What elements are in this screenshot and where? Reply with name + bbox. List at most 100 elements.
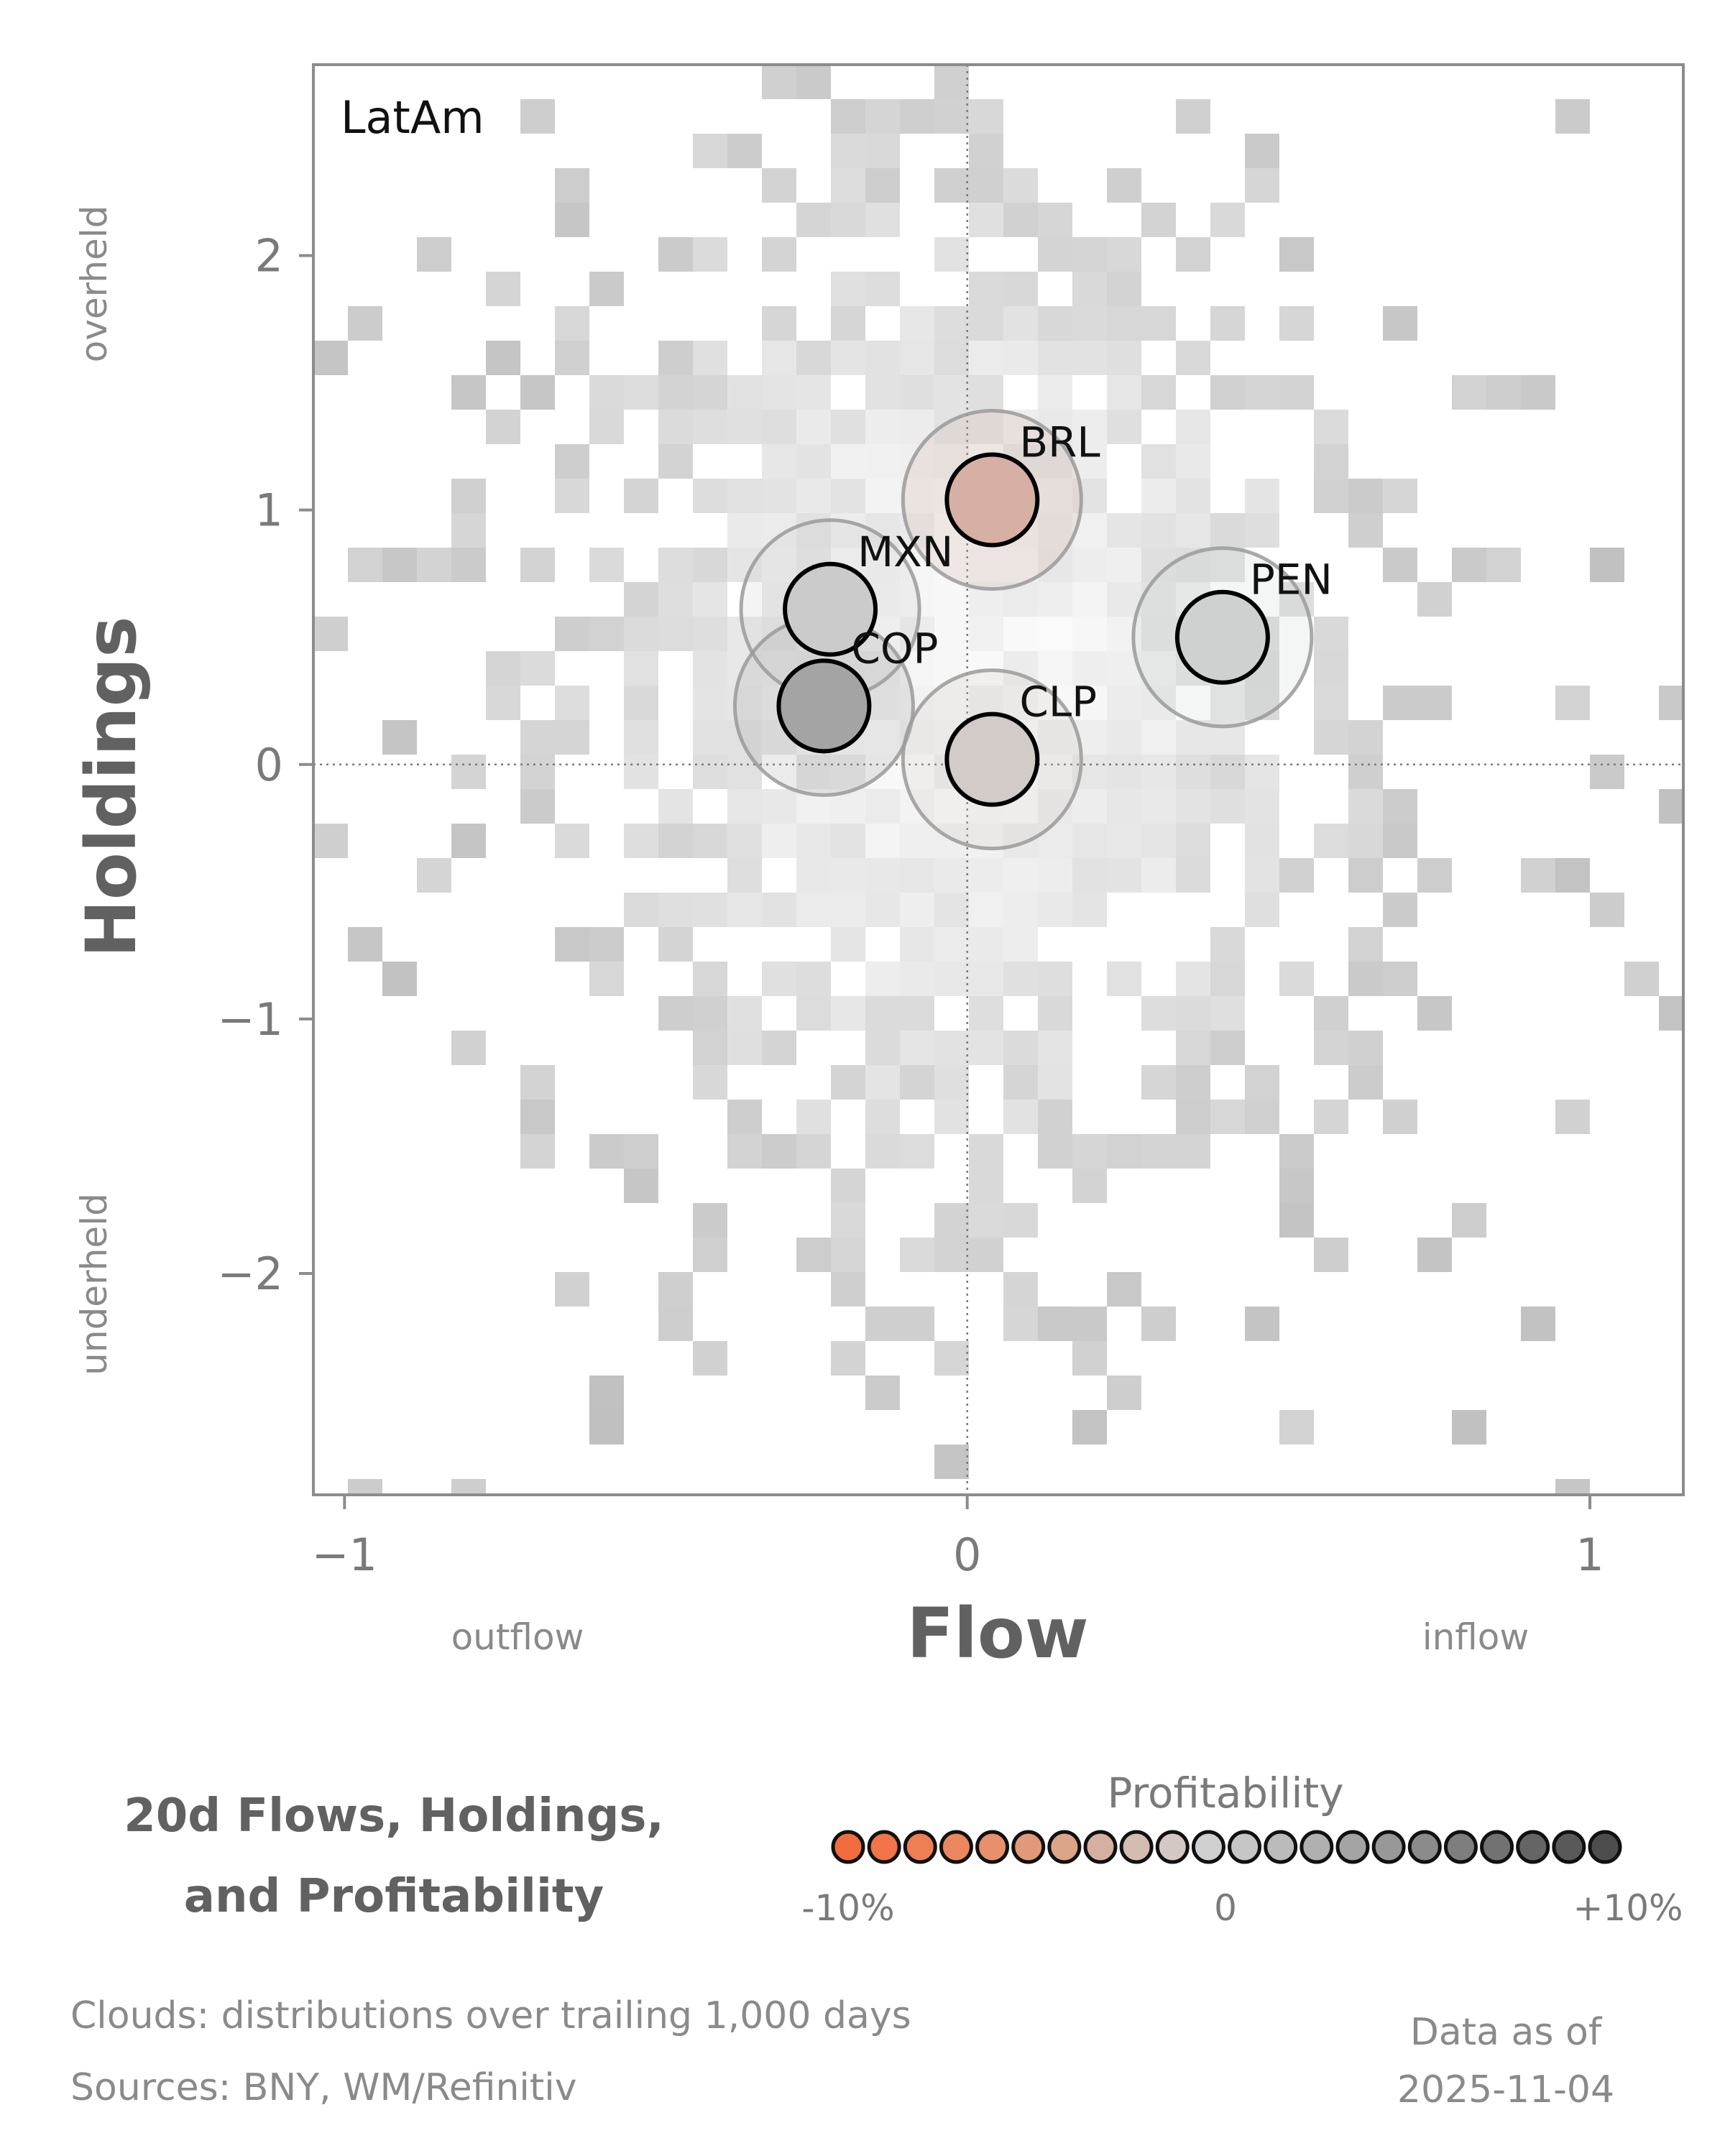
density-cell — [1348, 858, 1383, 893]
density-cell — [693, 375, 727, 410]
density-cell — [934, 927, 969, 962]
density-cell — [1107, 686, 1141, 720]
panel-label: LatAm — [341, 91, 484, 144]
density-cell — [1072, 789, 1107, 824]
density-cell — [1383, 824, 1417, 858]
density-cell — [658, 410, 693, 444]
density-cell — [1141, 858, 1176, 893]
density-cell — [1210, 375, 1245, 410]
density-cell — [1072, 858, 1107, 893]
density-cell — [1003, 1031, 1038, 1065]
density-cell — [486, 410, 520, 444]
density-cell — [1245, 686, 1279, 720]
density-cell — [693, 824, 727, 858]
density-cell — [1038, 686, 1072, 720]
density-cell — [693, 548, 727, 582]
density-cell — [1003, 858, 1038, 893]
density-cell — [1245, 479, 1279, 513]
density-cell — [1038, 582, 1072, 617]
density-cell — [969, 341, 1003, 375]
density-cell — [831, 893, 865, 927]
density-cell — [1003, 341, 1038, 375]
density-cell — [969, 134, 1003, 168]
density-cell — [934, 306, 969, 341]
density-cell — [1245, 893, 1279, 927]
x-tick-label: −1 — [312, 1529, 377, 1581]
density-cell — [1072, 617, 1107, 651]
density-cell — [762, 893, 796, 927]
density-cell — [1210, 996, 1245, 1031]
density-cell — [555, 927, 589, 962]
density-cell — [1452, 1410, 1486, 1445]
density-cell — [624, 375, 658, 410]
density-cell — [382, 548, 417, 582]
density-cell — [762, 479, 796, 513]
density-cell — [693, 1341, 727, 1376]
density-cell — [693, 582, 727, 617]
density-cell — [1141, 1134, 1176, 1169]
density-cell — [555, 686, 589, 720]
density-cell — [1141, 444, 1176, 479]
colorbar-swatch — [1011, 1830, 1046, 1864]
density-cell — [934, 1031, 969, 1065]
mxn-marker — [783, 561, 878, 657]
density-cell — [451, 513, 486, 548]
density-cell — [658, 237, 693, 272]
density-cell — [969, 1031, 1003, 1065]
density-cell — [762, 548, 796, 582]
density-cell — [486, 651, 520, 686]
density-cell — [1245, 789, 1279, 824]
density-cell — [1383, 686, 1417, 720]
pen-marker — [1174, 589, 1270, 685]
density-cell — [1348, 962, 1383, 996]
density-cell — [555, 444, 589, 479]
density-cell — [1038, 375, 1072, 410]
density-cell — [624, 479, 658, 513]
x-low-label: outflow — [451, 1616, 584, 1658]
density-cell — [1003, 203, 1038, 237]
density-cell — [865, 410, 900, 444]
density-cell — [1176, 99, 1210, 134]
density-cell — [520, 375, 555, 410]
density-cell — [865, 1031, 900, 1065]
pen-label: PEN — [1250, 556, 1333, 604]
density-cell — [1590, 893, 1624, 927]
colorbar-swatch — [1119, 1830, 1154, 1864]
data-as-of-label: Data as of — [1410, 2011, 1603, 2054]
clp-marker — [944, 711, 1040, 807]
density-cell — [693, 410, 727, 444]
density-cell — [451, 1031, 486, 1065]
brl-marker — [944, 452, 1040, 548]
density-cell — [1003, 272, 1038, 306]
density-cell — [1314, 824, 1348, 858]
density-cell — [1314, 720, 1348, 755]
density-cell — [969, 617, 1003, 651]
clp-label: CLP — [1019, 678, 1097, 727]
density-cell — [1072, 1341, 1107, 1376]
density-cell — [727, 755, 762, 789]
density-cell — [589, 617, 624, 651]
density-cell — [1107, 755, 1141, 789]
density-cell — [1176, 479, 1210, 513]
density-cell — [1038, 893, 1072, 927]
density-cell — [762, 375, 796, 410]
density-cell — [1176, 410, 1210, 444]
density-cell — [1176, 341, 1210, 375]
density-cell — [1107, 1272, 1141, 1307]
plot-frame — [312, 63, 1685, 1496]
density-cell — [865, 720, 900, 755]
density-cell — [555, 1272, 589, 1307]
y-tick-label: −2 — [218, 1248, 283, 1300]
density-cell — [624, 755, 658, 789]
x-axis-title: Flow — [906, 1593, 1088, 1674]
density-cell — [796, 1238, 831, 1272]
density-cell — [1245, 858, 1279, 893]
density-cell — [934, 341, 969, 375]
colorbar-swatch — [1588, 1830, 1622, 1864]
density-cell — [1314, 996, 1348, 1031]
density-cell — [1314, 410, 1348, 444]
density-cell — [1176, 858, 1210, 893]
density-cell — [1072, 893, 1107, 927]
density-cell — [934, 962, 969, 996]
density-cell — [796, 962, 831, 996]
